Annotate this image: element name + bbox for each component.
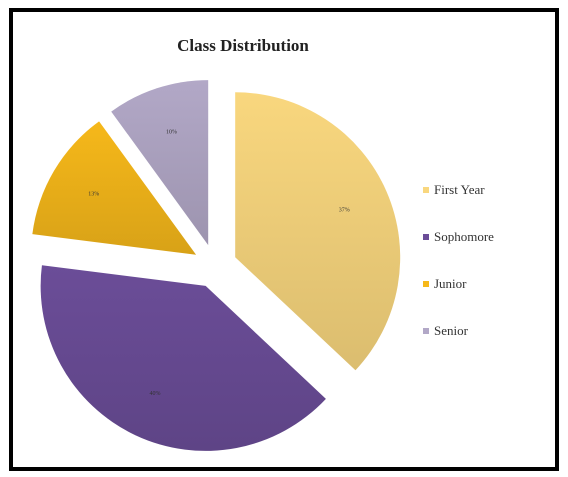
legend: First Year Sophomore Junior Senior: [423, 166, 563, 354]
legend-item-senior: Senior: [423, 307, 563, 354]
legend-label: Sophomore: [434, 228, 494, 244]
data-label-junior: 13%: [88, 192, 99, 198]
legend-swatch: [423, 233, 429, 240]
data-label-first-year: 37%: [339, 207, 350, 213]
pie-slice-junior: [32, 121, 197, 255]
legend-item-junior: Junior: [423, 260, 563, 307]
legend-label: Junior: [434, 275, 467, 291]
legend-swatch: [423, 280, 429, 287]
legend-swatch: [423, 327, 429, 334]
chart-title: Class Distribution: [177, 36, 309, 55]
data-label-senior: 10%: [166, 129, 177, 135]
legend-item-sophomore: Sophomore: [423, 213, 563, 260]
pie-slice-senior: [111, 80, 209, 246]
legend-item-first-year: First Year: [423, 166, 563, 213]
legend-label: Senior: [434, 322, 468, 338]
legend-label: First Year: [434, 181, 485, 197]
pie-slice-sophomore: [40, 265, 326, 451]
legend-swatch: [423, 186, 429, 193]
data-label-sophomore: 40%: [150, 391, 161, 397]
pie-slice-first-year: [235, 92, 401, 371]
